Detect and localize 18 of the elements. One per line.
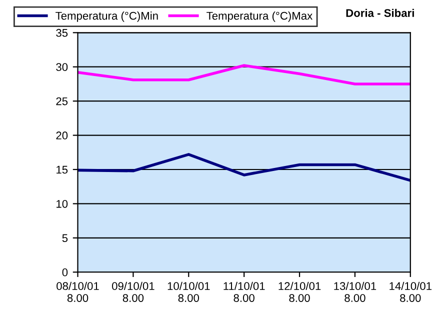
y-tick-label: 30: [56, 63, 68, 71]
chart-title: Doria - Sibari: [346, 8, 414, 17]
legend-label: Temperatura (°C)Max: [206, 12, 312, 22]
y-tick-label: 20: [56, 132, 68, 140]
x-tick-label: 13/10/01 8.00: [334, 282, 376, 302]
y-tick-label: 10: [56, 200, 68, 208]
y-tick-label: 35: [56, 28, 68, 37]
x-tick-label: 12/10/01 8.00: [278, 282, 321, 302]
y-tick-label: 15: [56, 166, 68, 174]
y-tick-label: 5: [62, 234, 68, 242]
x-tick-label: 09/10/01 8.00: [112, 282, 154, 302]
x-tick-label: 14/10/01 8.00: [390, 282, 432, 302]
legend-label: Temperatura (°C)Min: [56, 12, 158, 22]
y-tick-label: 0: [62, 268, 68, 276]
x-tick-label: 11/10/01 8.00: [224, 282, 265, 302]
y-tick-label: 25: [56, 97, 68, 106]
x-tick-label: 10/10/01 8.00: [168, 282, 210, 302]
x-tick-label: 08/10/01 8.00: [56, 282, 99, 302]
